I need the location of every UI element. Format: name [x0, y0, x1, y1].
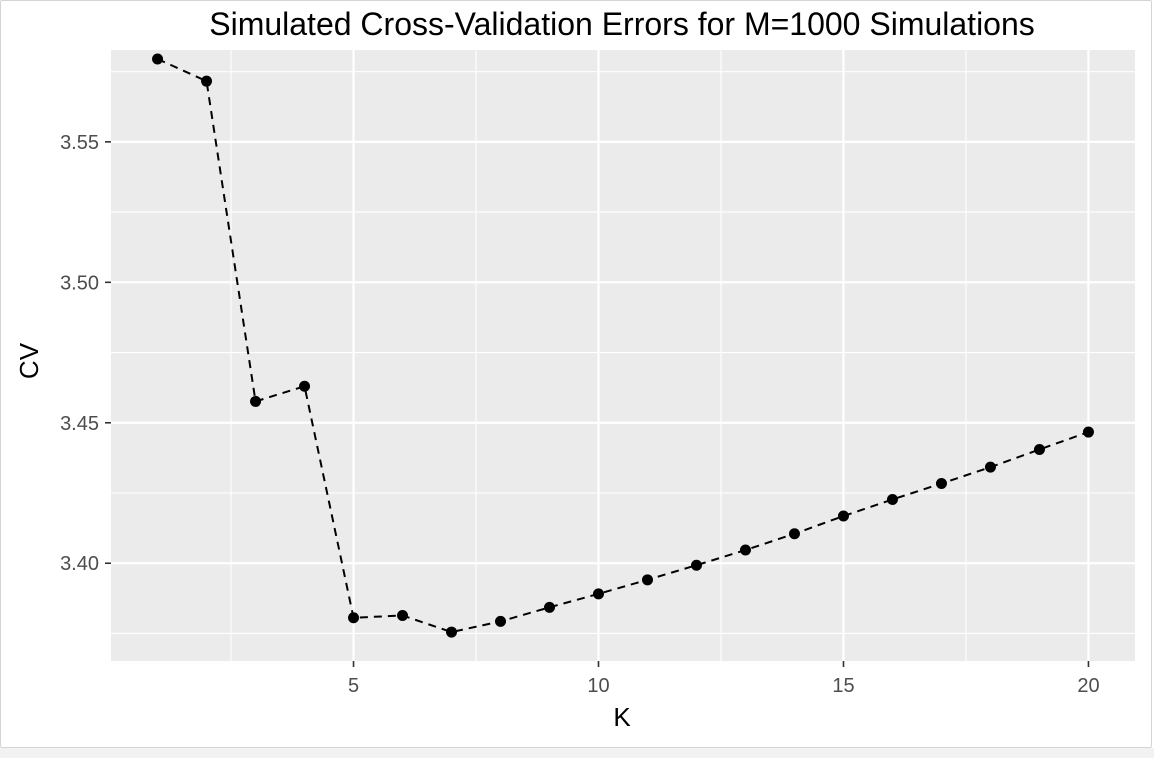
cv-series-line	[157, 58, 1089, 634]
y-tick-label: 3.50	[60, 272, 99, 294]
plot-panel	[111, 50, 1135, 661]
y-tick-label: 3.55	[60, 132, 99, 154]
x-tick-label: 20	[1077, 675, 1099, 697]
data-point	[495, 615, 507, 627]
data-point	[593, 588, 605, 600]
minor-gridlines	[111, 50, 1135, 661]
data-point	[935, 477, 947, 489]
data-point	[250, 395, 262, 407]
data-point	[152, 53, 164, 65]
data-point	[544, 601, 556, 613]
data-point	[788, 528, 800, 540]
x-tick-label: 5	[348, 675, 359, 697]
bottom-strip	[0, 748, 1154, 758]
data-point	[837, 510, 849, 522]
data-point	[1082, 426, 1094, 438]
major-gridlines	[111, 50, 1135, 661]
cv-series-points	[152, 53, 1094, 638]
data-point	[886, 493, 898, 505]
x-axis-label: K	[613, 702, 631, 732]
data-point	[397, 609, 409, 621]
data-point	[446, 626, 458, 638]
x-tick-label: 15	[832, 675, 854, 697]
axis-ticks	[105, 141, 1090, 667]
y-axis-label: CV	[14, 342, 44, 379]
chart-title: Simulated Cross-Validation Errors for M=…	[209, 6, 1035, 42]
data-point	[739, 544, 751, 556]
y-tick-label: 3.40	[60, 553, 99, 575]
data-point	[641, 574, 653, 586]
data-point	[984, 461, 996, 473]
data-point	[299, 380, 311, 392]
x-tick-label: 10	[587, 675, 609, 697]
data-point	[201, 75, 213, 87]
y-tick-label: 3.45	[60, 413, 99, 435]
tick-labels: 5 10 15 20 3.40 3.45 3.50 3.55	[60, 132, 1100, 697]
data-point	[690, 559, 702, 571]
data-point	[1033, 443, 1045, 455]
data-point	[348, 612, 360, 624]
